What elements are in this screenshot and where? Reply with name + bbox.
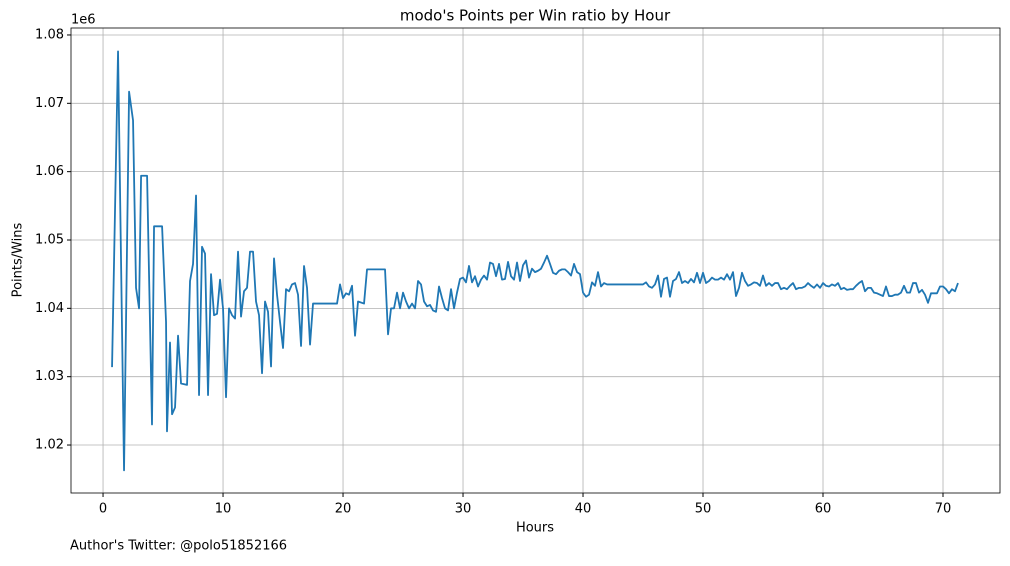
x-tick-label: 30 <box>455 502 472 517</box>
data-line <box>111 50 959 472</box>
x-tick-label: 10 <box>215 502 232 517</box>
y-tick-label: 1.02 <box>35 438 64 453</box>
x-tick-label: 70 <box>935 502 952 517</box>
y-tick-label: 1.04 <box>35 301 64 316</box>
x-tick-label: 0 <box>99 502 107 517</box>
footnote: Author's Twitter: @polo51852166 <box>70 539 287 554</box>
y-tick-label: 1.08 <box>35 27 64 42</box>
x-tick-label: 60 <box>815 502 832 517</box>
x-axis-label: Hours <box>516 521 554 536</box>
y-tick-label: 1.03 <box>35 369 64 384</box>
y-offset-label: 1e6 <box>71 13 96 28</box>
y-tick-label: 1.07 <box>35 96 64 111</box>
y-tick-label: 1.05 <box>35 232 64 247</box>
x-tick-label: 20 <box>335 502 352 517</box>
plot-frame <box>70 27 1001 494</box>
y-tick-label: 1.06 <box>35 164 64 179</box>
x-tick-label: 40 <box>575 502 592 517</box>
x-tick-label: 50 <box>695 502 712 517</box>
chart-title: modo's Points per Win ratio by Hour <box>400 7 671 25</box>
y-axis-label: Points/Wins <box>11 222 26 297</box>
